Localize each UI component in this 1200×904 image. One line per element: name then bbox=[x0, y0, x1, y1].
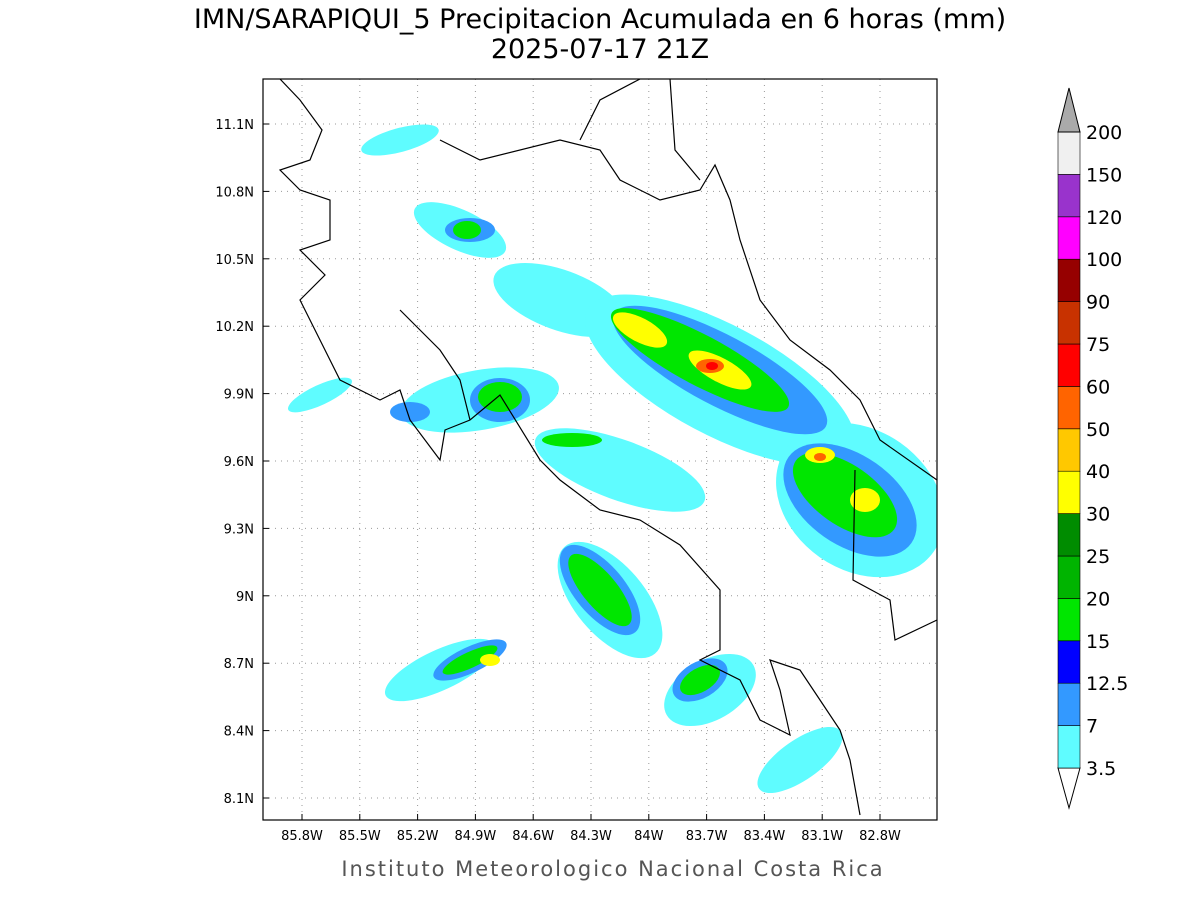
y-tick-label: 9.6N bbox=[224, 455, 254, 470]
colorbar-label: 50 bbox=[1086, 419, 1110, 441]
colorbar-label: 7 bbox=[1086, 716, 1098, 738]
colorbar-segment bbox=[1057, 131, 1081, 175]
colorbar-label: 60 bbox=[1086, 376, 1110, 398]
colorbar-label: 75 bbox=[1086, 334, 1110, 356]
colorbar-extend-high bbox=[1057, 87, 1081, 133]
colorbar-label: 90 bbox=[1086, 292, 1110, 314]
x-tick-label: 85.2W bbox=[397, 829, 439, 844]
colorbar-segment bbox=[1057, 640, 1081, 684]
precip-field bbox=[287, 124, 937, 794]
colorbar-label: 12.5 bbox=[1086, 673, 1128, 695]
y-tick-label: 8.4N bbox=[224, 725, 254, 740]
x-tick-label: 83.7W bbox=[686, 829, 728, 844]
colorbar: 3.5 7 12.5 15 20 25 30 40 50 60 75 90 100 120 150 200 bbox=[1057, 87, 1128, 810]
colorbar-segment bbox=[1057, 343, 1081, 387]
colorbar-label: 20 bbox=[1086, 588, 1110, 610]
x-tick-label: 85.8W bbox=[281, 829, 323, 844]
colorbar-segment bbox=[1057, 258, 1081, 302]
colorbar-segment bbox=[1057, 598, 1081, 642]
colorbar-segment bbox=[1057, 301, 1081, 345]
y-tick-label: 10.2N bbox=[215, 320, 254, 335]
colorbar-segment bbox=[1057, 174, 1081, 218]
x-tick-label: 84.3W bbox=[570, 829, 612, 844]
coastline bbox=[278, 79, 937, 816]
colorbar-label: 200 bbox=[1086, 122, 1122, 144]
y-tick-label: 8.7N bbox=[224, 657, 254, 672]
colorbar-label: 15 bbox=[1086, 631, 1110, 653]
x-tick-label: 84W bbox=[634, 829, 664, 844]
footer: Instituto Meteorologico Nacional Costa R… bbox=[341, 857, 884, 881]
y-tick-label: 10.5N bbox=[215, 253, 254, 268]
y-tick-label: 8.1N bbox=[224, 792, 254, 807]
axes: 11.1N 10.8N 10.5N 10.2N 9.9N 9.6N 9.3N 9N 8.7N 8.… bbox=[215, 118, 901, 844]
colorbar-segment bbox=[1057, 428, 1081, 472]
y-tick-label: 10.8N bbox=[215, 185, 254, 200]
colorbar-label: 100 bbox=[1086, 249, 1122, 271]
colorbar-label: 120 bbox=[1086, 207, 1122, 229]
colorbar-label: 150 bbox=[1086, 164, 1122, 186]
colorbar-segment bbox=[1057, 216, 1081, 260]
y-tick-label: 11.1N bbox=[215, 118, 254, 133]
colorbar-segment bbox=[1057, 386, 1081, 430]
colorbar-segment bbox=[1057, 513, 1081, 557]
x-tick-label: 82.8W bbox=[859, 829, 901, 844]
y-tick-label: 9.9N bbox=[224, 388, 254, 403]
y-tick-label: 9.3N bbox=[224, 522, 254, 537]
x-tick-label: 83.4W bbox=[743, 829, 785, 844]
colorbar-extend-low bbox=[1057, 767, 1081, 810]
x-tick-label: 84.9W bbox=[454, 829, 496, 844]
x-tick-label: 84.6W bbox=[512, 829, 554, 844]
map-frame bbox=[262, 78, 938, 821]
colorbar-segment bbox=[1057, 682, 1081, 726]
title: IMN/SARAPIQUI_5 Precipitacion Acumulada … bbox=[194, 4, 1006, 35]
colorbar-segment bbox=[1057, 470, 1081, 514]
colorbar-label: 40 bbox=[1086, 461, 1110, 483]
y-tick-label: 9N bbox=[236, 590, 254, 605]
colorbar-label: 25 bbox=[1086, 546, 1110, 568]
x-tick-label: 83.1W bbox=[801, 829, 843, 844]
colorbar-segment bbox=[1057, 725, 1081, 769]
colorbar-segment bbox=[1057, 555, 1081, 599]
colorbar-label: 30 bbox=[1086, 504, 1110, 526]
x-tick-label: 85.5W bbox=[339, 829, 381, 844]
subtitle: 2025-07-17 21Z bbox=[491, 34, 709, 65]
colorbar-label: 3.5 bbox=[1086, 758, 1116, 780]
